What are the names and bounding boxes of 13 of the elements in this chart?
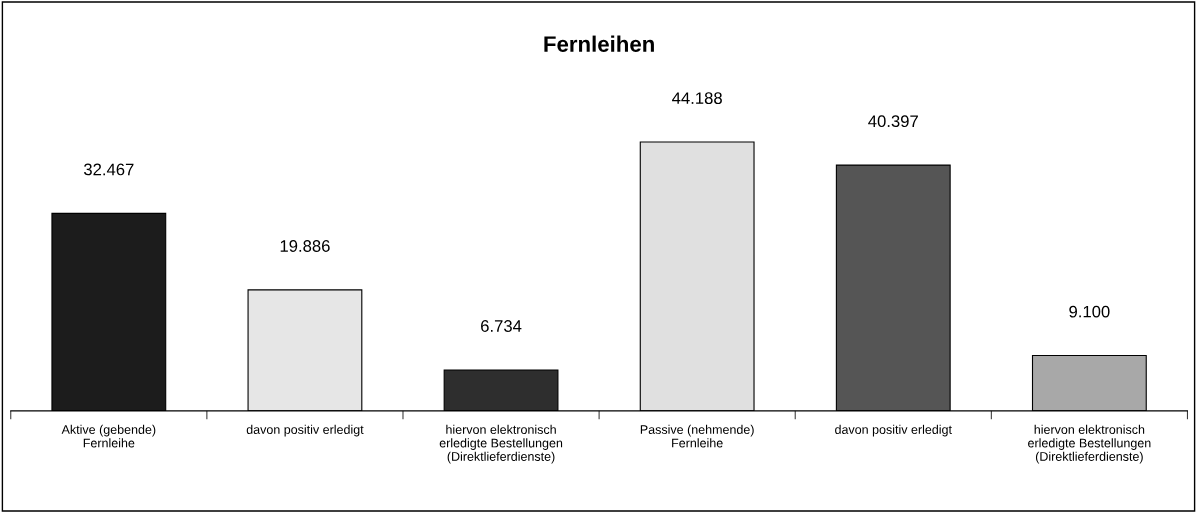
x-tick-label: davon positiv erledigt <box>246 424 364 437</box>
x-tick-label: davon positiv erledigt <box>835 424 952 437</box>
data-label: 19.886 <box>280 240 330 252</box>
data-label: 6.734 <box>481 320 522 332</box>
chart-title: Fernleihen <box>544 35 654 52</box>
x-tick-label: hiervon elektronisch erledigte Bestellungen (Direktlieferdienste) <box>1028 424 1151 464</box>
x-tick-label: hiervon elektronisch erledigte Bestellungen (Direktlieferdienste) <box>439 424 563 464</box>
x-tick-label: Aktive (gebende) Fernleihe <box>61 424 156 448</box>
data-label: 44.188 <box>672 92 722 105</box>
data-label: 9.100 <box>1069 305 1110 318</box>
data-label: 32.467 <box>83 163 134 176</box>
x-tick-label: Passive (nehmende) Fernleihe <box>640 424 754 448</box>
data-label: 40.397 <box>868 115 918 128</box>
